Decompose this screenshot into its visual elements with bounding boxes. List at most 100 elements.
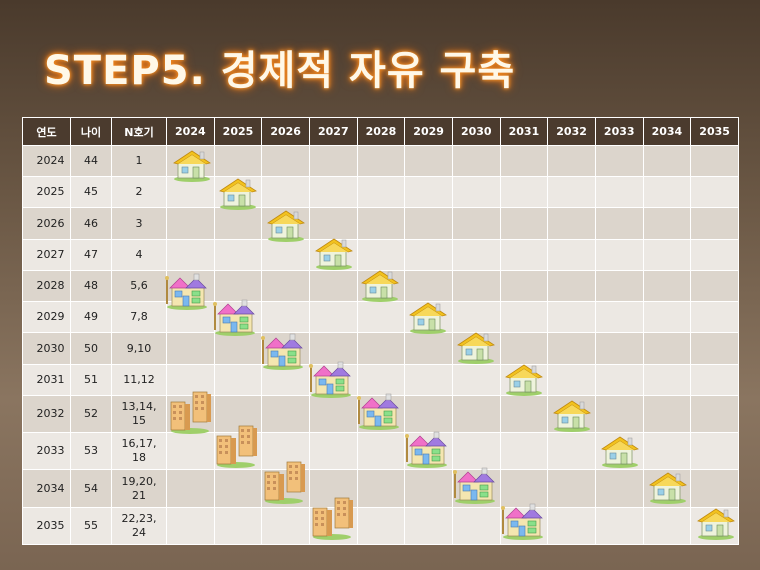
cell-timeline — [308, 269, 358, 303]
apartment-building-icon — [214, 424, 258, 472]
cell-timeline — [213, 469, 263, 508]
cell-timeline — [594, 363, 644, 396]
cell-units: 16,17, 18 — [111, 432, 167, 471]
cell-timeline — [642, 394, 692, 434]
cell-units: 5,6 — [111, 269, 167, 303]
cell-timeline — [451, 144, 501, 178]
cell-timeline — [499, 332, 549, 365]
cell-timeline — [213, 144, 263, 178]
cell-timeline — [308, 207, 358, 240]
cell-timeline — [451, 207, 501, 240]
table-row: 2025 45 2 — [22, 176, 739, 209]
cell-timeline — [356, 144, 406, 178]
cell-timeline — [499, 394, 549, 434]
cell-timeline — [547, 176, 596, 209]
apartment-building-icon — [310, 496, 354, 544]
header-2035: 2035 — [690, 117, 739, 146]
cell-timeline — [213, 332, 263, 365]
header-row: 연도 나이 N호기 2024 2025 2026 2027 2028 2029 … — [22, 117, 739, 146]
cell-timeline — [356, 207, 406, 240]
cell-timeline — [547, 469, 596, 508]
cell-timeline — [690, 207, 739, 240]
cell-timeline — [213, 238, 263, 271]
cell-year: 2024 — [22, 144, 71, 178]
house-colorful-icon — [212, 296, 258, 340]
cell-timeline — [166, 207, 215, 240]
cell-timeline — [642, 332, 692, 365]
cell-timeline — [261, 432, 310, 471]
cell-timeline — [166, 332, 215, 365]
cell-timeline — [594, 394, 644, 434]
cell-timeline — [404, 238, 453, 271]
cell-age: 48 — [70, 269, 112, 303]
house-yellow-roof-icon — [646, 470, 690, 508]
header-2026: 2026 — [261, 117, 310, 146]
cell-timeline — [499, 301, 549, 334]
cell-timeline — [261, 394, 310, 434]
cell-units: 13,14, 15 — [111, 394, 167, 434]
cell-timeline — [594, 269, 644, 303]
cell-timeline — [594, 332, 644, 365]
cell-timeline — [451, 506, 501, 546]
cell-timeline — [356, 432, 406, 471]
house-colorful-icon — [308, 358, 354, 402]
cell-timeline — [547, 432, 596, 471]
cell-timeline — [404, 469, 453, 508]
apartment-building-icon — [262, 460, 306, 508]
header-2024: 2024 — [166, 117, 215, 146]
cell-timeline — [499, 238, 549, 271]
cell-timeline — [166, 469, 215, 508]
cell-timeline — [451, 269, 501, 303]
cell-timeline — [690, 269, 739, 303]
cell-timeline — [166, 506, 215, 546]
cell-timeline — [594, 176, 644, 209]
house-yellow-roof-icon — [550, 398, 594, 436]
cell-year: 2034 — [22, 469, 71, 508]
cell-units: 3 — [111, 207, 167, 240]
cell-age: 55 — [70, 506, 112, 546]
cell-timeline — [690, 301, 739, 334]
header-2029: 2029 — [404, 117, 453, 146]
cell-timeline — [451, 176, 501, 209]
cell-year: 2025 — [22, 176, 71, 209]
cell-age: 53 — [70, 432, 112, 471]
cell-timeline — [404, 506, 453, 546]
cell-units: 4 — [111, 238, 167, 271]
cell-timeline — [642, 176, 692, 209]
house-yellow-roof-icon — [502, 362, 546, 400]
cell-timeline — [547, 363, 596, 396]
cell-timeline — [594, 469, 644, 508]
header-2034: 2034 — [642, 117, 692, 146]
cell-timeline — [547, 207, 596, 240]
cell-timeline — [213, 207, 263, 240]
house-yellow-roof-icon — [264, 208, 308, 246]
cell-units: 9,10 — [111, 332, 167, 365]
cell-timeline — [213, 506, 263, 546]
cell-timeline — [547, 144, 596, 178]
house-colorful-icon — [260, 330, 306, 374]
cell-timeline — [547, 301, 596, 334]
cell-year: 2029 — [22, 301, 71, 334]
header-2028: 2028 — [356, 117, 406, 146]
cell-age: 54 — [70, 469, 112, 508]
house-colorful-icon — [164, 270, 210, 314]
cell-timeline — [356, 301, 406, 334]
cell-timeline — [499, 176, 549, 209]
cell-year: 2035 — [22, 506, 71, 546]
cell-age: 45 — [70, 176, 112, 209]
cell-age: 49 — [70, 301, 112, 334]
cell-timeline — [690, 394, 739, 434]
cell-timeline — [690, 363, 739, 396]
cell-timeline — [499, 432, 549, 471]
house-yellow-roof-icon — [216, 176, 260, 214]
cell-units: 2 — [111, 176, 167, 209]
cell-timeline — [166, 363, 215, 396]
header-2032: 2032 — [547, 117, 596, 146]
cell-timeline — [642, 363, 692, 396]
cell-year: 2027 — [22, 238, 71, 271]
cell-timeline — [642, 506, 692, 546]
cell-timeline — [690, 332, 739, 365]
cell-timeline — [594, 207, 644, 240]
house-colorful-icon — [452, 464, 498, 508]
cell-year: 2033 — [22, 432, 71, 471]
